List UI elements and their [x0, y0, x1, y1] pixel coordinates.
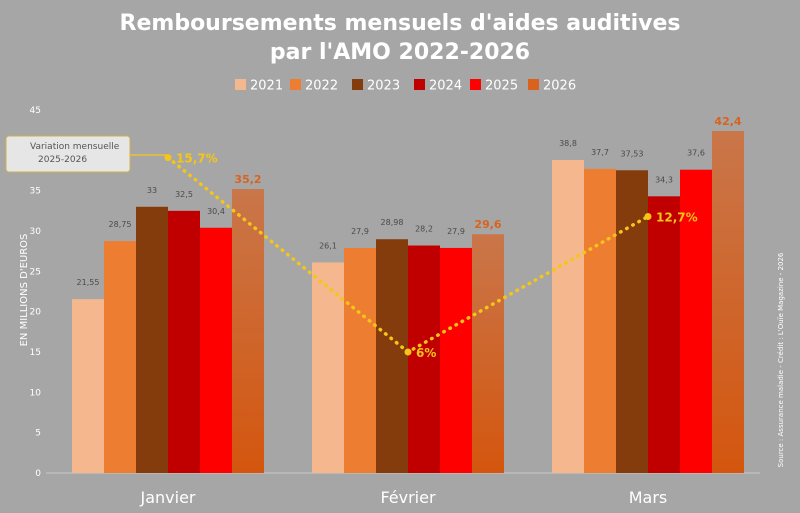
category-label-2: Mars — [629, 488, 668, 507]
legend-swatch-2025 — [470, 79, 481, 90]
variation-label-0: 15,7% — [176, 152, 218, 166]
legend-swatch-2026 — [528, 79, 539, 90]
variation-line-group: 15,7% 6% 12,7% — [164, 152, 698, 360]
data-label-2024-1: 28,2 — [415, 225, 433, 234]
y-tick-20: 20 — [30, 308, 42, 318]
legend: 2021 2022 2023 2024 2025 2026 — [235, 79, 576, 94]
variation-point-2 — [644, 212, 652, 220]
data-label-2022-2: 37,7 — [591, 148, 609, 157]
bar-2025-0 — [200, 227, 232, 473]
legend-label-2024: 2024 — [429, 79, 462, 94]
data-label-2026-2: 42,4 — [714, 115, 741, 128]
variation-point-1 — [404, 348, 412, 356]
data-label-2022-0: 28,75 — [109, 220, 132, 229]
y-axis-label: EN MILLIONS D'EUROS — [19, 234, 30, 347]
bars-group: 21,55 28,75 33 32,5 30,4 35,2 Janvier 26,1 27,9 2… — [72, 115, 744, 507]
bar-2023-1 — [376, 239, 408, 473]
bar-2021-2 — [552, 160, 584, 473]
data-label-2021-1: 26,1 — [319, 241, 337, 250]
bar-2025-2 — [680, 169, 712, 473]
y-tick-30: 30 — [30, 227, 42, 237]
data-label-2022-1: 27,9 — [351, 227, 369, 236]
data-label-2024-0: 32,5 — [175, 190, 193, 199]
legend-label-2022: 2022 — [305, 79, 338, 94]
callout: Variation mensuelle 2025-2026 — [5, 135, 168, 173]
data-label-2025-1: 27,9 — [447, 227, 465, 236]
callout-box — [5, 135, 131, 173]
chart-title-line-1: Remboursements mensuels d'aides auditive… — [120, 11, 681, 36]
bar-2026-0 — [232, 189, 264, 473]
callout-line-2: 2025-2026 — [38, 155, 87, 165]
data-label-2025-0: 30,4 — [207, 207, 225, 216]
data-label-2023-2: 37,53 — [621, 149, 644, 158]
legend-swatch-2022 — [290, 79, 301, 90]
bar-2023-0 — [136, 206, 168, 474]
bar-2022-2 — [584, 168, 616, 474]
bar-2023-2 — [616, 170, 648, 473]
legend-label-2023: 2023 — [367, 79, 400, 94]
legend-label-2021: 2021 — [250, 79, 283, 94]
variation-label-1: 6% — [416, 346, 436, 360]
callout-line-1: Variation mensuelle — [30, 142, 120, 152]
y-tick-5: 5 — [35, 429, 41, 439]
data-label-2025-2: 37,6 — [687, 149, 705, 158]
y-tick-10: 10 — [30, 388, 42, 398]
data-label-2026-1: 29,6 — [474, 218, 501, 231]
legend-swatch-2024 — [414, 79, 425, 90]
legend-label-2025: 2025 — [485, 79, 518, 94]
bar-2021-1 — [312, 262, 344, 473]
y-tick-35: 35 — [30, 187, 41, 197]
category-label-0: Janvier — [140, 488, 196, 507]
legend-label-2026: 2026 — [543, 79, 576, 94]
bar-2025-1 — [440, 247, 472, 473]
data-label-2024-2: 34,3 — [655, 175, 673, 184]
category-label-1: Février — [380, 488, 436, 507]
bar-2024-0 — [168, 210, 200, 474]
bar-2022-0 — [104, 241, 136, 473]
y-tick-0: 0 — [35, 469, 41, 479]
legend-swatch-2023 — [352, 79, 363, 90]
data-label-2023-0: 33 — [147, 186, 157, 195]
bar-2024-2 — [648, 196, 680, 473]
y-tick-25: 25 — [30, 267, 41, 277]
bar-2026-2 — [712, 130, 744, 473]
source-credit: Source : Assurance maladie - Crédit : L'… — [777, 252, 785, 467]
data-label-2023-1: 28,98 — [381, 218, 404, 227]
y-tick-45: 45 — [30, 106, 41, 116]
data-label-2026-0: 35,2 — [234, 173, 261, 186]
data-label-2021-2: 38,8 — [559, 139, 577, 148]
variation-label-2: 12,7% — [656, 210, 698, 224]
legend-swatch-2021 — [235, 79, 246, 90]
bar-2021-0 — [72, 299, 104, 473]
data-label-2021-0: 21,55 — [77, 278, 100, 287]
variation-point-0 — [164, 154, 172, 162]
chart-title-line-2: par l'AMO 2022-2026 — [270, 40, 530, 65]
bar-2024-1 — [408, 245, 440, 473]
bar-2026-1 — [472, 234, 504, 473]
bar-2022-1 — [344, 247, 376, 473]
y-tick-15: 15 — [30, 348, 41, 358]
